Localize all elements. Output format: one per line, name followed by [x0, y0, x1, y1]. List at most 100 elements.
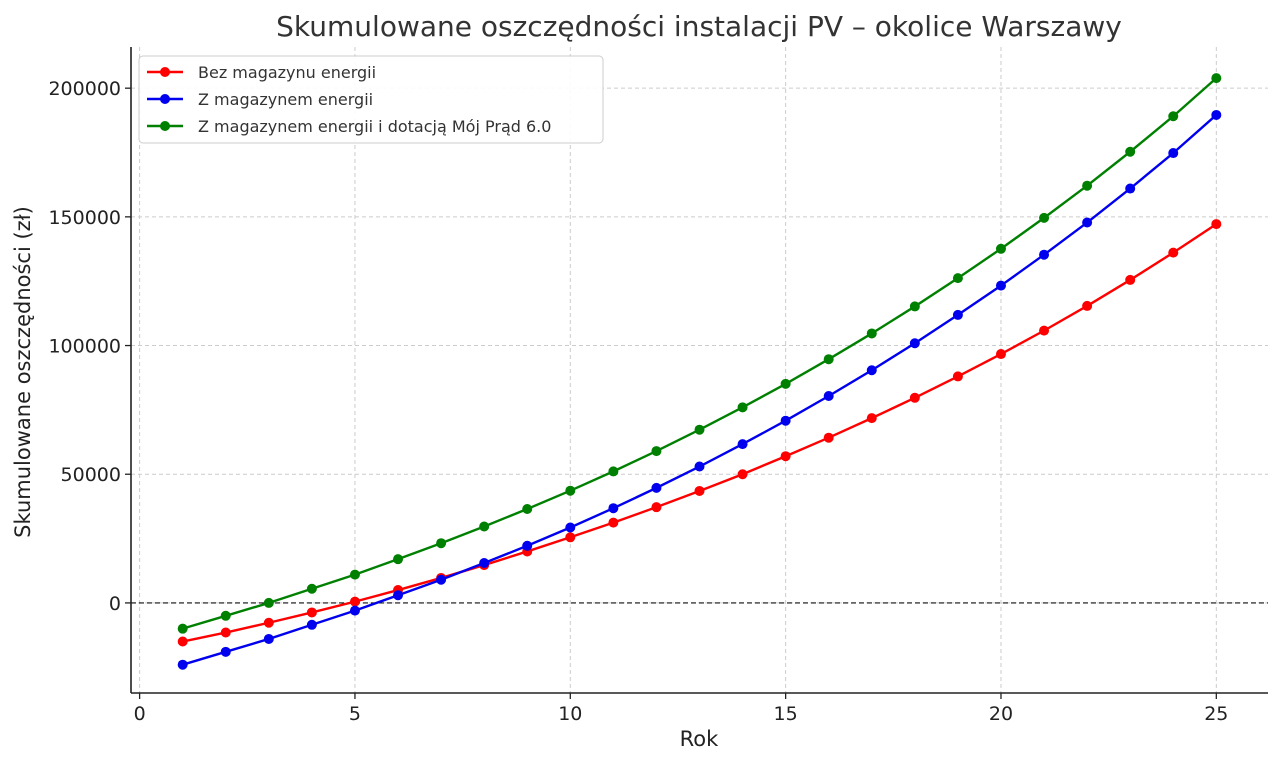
series-0-point-9 — [565, 532, 576, 543]
series-0-point-19 — [995, 349, 1006, 360]
series-1-point-5 — [393, 590, 404, 601]
series-0-point-0 — [177, 636, 188, 647]
series-2-point-21 — [1082, 180, 1093, 191]
series-1-point-22 — [1125, 183, 1136, 194]
x-axis-ticks: 0 5 10 15 20 25 — [134, 693, 1228, 725]
series-2-point-4 — [349, 569, 360, 580]
series-1-point-8 — [522, 540, 533, 551]
series-line-2 — [182, 77, 1218, 630]
series-1-point-14 — [780, 415, 791, 426]
legend: Bez magazynu energii Z magazynem energii Z… — [138, 55, 604, 144]
series-2-point-22 — [1125, 146, 1136, 157]
y-tick-label-2: 100000 — [48, 336, 121, 358]
series-2-point-11 — [651, 446, 662, 457]
series-2-point-0 — [177, 623, 188, 634]
series-0-point-20 — [1039, 325, 1050, 336]
series-0-point-13 — [737, 469, 748, 480]
series-2-point-23 — [1168, 111, 1179, 122]
series-2-point-15 — [823, 354, 834, 365]
grid — [131, 47, 1268, 693]
series-1-point-2 — [263, 633, 274, 644]
series-0-point-15 — [823, 432, 834, 443]
series-1-point-23 — [1168, 148, 1179, 159]
series-0-point-4 — [349, 596, 360, 607]
x-tick-label-0: 0 — [134, 703, 146, 725]
x-tick-label-5: 25 — [1204, 703, 1228, 725]
series-0-point-24 — [1211, 219, 1222, 230]
series-2-point-2 — [263, 597, 274, 608]
y-tick-label-4: 200000 — [48, 78, 121, 100]
legend-box — [138, 55, 604, 144]
legend-label-2: Z magazynem energii i dotacją Mój Prąd 6… — [198, 117, 551, 136]
series-2-point-24 — [1211, 73, 1222, 84]
series-1-point-20 — [1039, 249, 1050, 260]
series-2-point-17 — [909, 301, 920, 312]
series-2-point-14 — [780, 378, 791, 389]
series-0-point-21 — [1082, 300, 1093, 311]
series-0-point-14 — [780, 451, 791, 462]
legend-item-1: Z magazynem energii — [147, 90, 373, 109]
legend-swatch-marker-2 — [160, 121, 170, 131]
series-1-point-10 — [608, 503, 619, 514]
series-0-point-18 — [952, 371, 963, 382]
y-tick-label-1: 50000 — [61, 464, 121, 486]
series-2-point-5 — [393, 554, 404, 565]
series-1-point-19 — [995, 280, 1006, 291]
series-2-point-20 — [1039, 212, 1050, 223]
series-1-point-1 — [220, 646, 231, 657]
series-2-point-6 — [436, 538, 447, 549]
series-2-point-1 — [220, 610, 231, 621]
x-tick-label-4: 20 — [989, 703, 1013, 725]
series-2-point-18 — [952, 273, 963, 284]
series-1-point-7 — [479, 558, 490, 569]
legend-item-0: Bez magazynu energii — [147, 63, 376, 82]
legend-label-0: Bez magazynu energii — [198, 63, 376, 82]
series-2 — [177, 73, 1222, 634]
legend-swatch-marker-1 — [160, 94, 170, 104]
series-0-point-22 — [1125, 274, 1136, 285]
series-0-point-12 — [694, 485, 705, 496]
series-1-point-15 — [823, 390, 834, 401]
series-1-point-13 — [737, 439, 748, 450]
series-2-point-10 — [608, 466, 619, 477]
series-2-point-19 — [995, 243, 1006, 254]
y-axis-label: Skumulowane oszczędności (zł) — [11, 206, 35, 538]
series-1-point-12 — [694, 461, 705, 472]
series-0-point-23 — [1168, 247, 1179, 258]
y-axis-ticks: 0 50000 100000 150000 200000 — [48, 78, 131, 615]
series-0-point-1 — [220, 627, 231, 638]
series-0-point-16 — [866, 413, 877, 424]
series-2-point-16 — [866, 328, 877, 339]
series-2-point-9 — [565, 485, 576, 496]
axes — [130, 47, 1268, 694]
series-0-point-2 — [263, 617, 274, 628]
series-0-point-10 — [608, 517, 619, 528]
y-tick-label-3: 150000 — [48, 207, 121, 229]
series-0-point-17 — [909, 392, 920, 403]
series-1-point-16 — [866, 365, 877, 376]
series-1-point-17 — [909, 338, 920, 349]
series-1-point-18 — [952, 309, 963, 320]
x-axis-label: Rok — [680, 727, 719, 751]
series-2-point-3 — [306, 583, 317, 594]
x-tick-label-1: 5 — [349, 703, 361, 725]
series-1-point-6 — [436, 574, 447, 585]
series-group — [177, 73, 1222, 670]
series-1-point-11 — [651, 482, 662, 493]
series-2-point-7 — [479, 521, 490, 532]
series-0-point-3 — [306, 607, 317, 618]
series-2-point-13 — [737, 402, 748, 413]
series-1-point-4 — [349, 605, 360, 616]
series-1 — [177, 109, 1222, 670]
series-line-1 — [182, 114, 1218, 666]
y-tick-label-0: 0 — [109, 593, 121, 615]
series-1-point-9 — [565, 522, 576, 533]
series-2-point-12 — [694, 424, 705, 435]
x-tick-label-3: 15 — [774, 703, 798, 725]
chart-title: Skumulowane oszczędności instalacji PV –… — [276, 10, 1122, 43]
legend-swatch-marker-0 — [160, 67, 170, 77]
series-1-point-0 — [177, 659, 188, 670]
x-tick-label-2: 10 — [558, 703, 582, 725]
series-1-point-24 — [1211, 109, 1222, 120]
